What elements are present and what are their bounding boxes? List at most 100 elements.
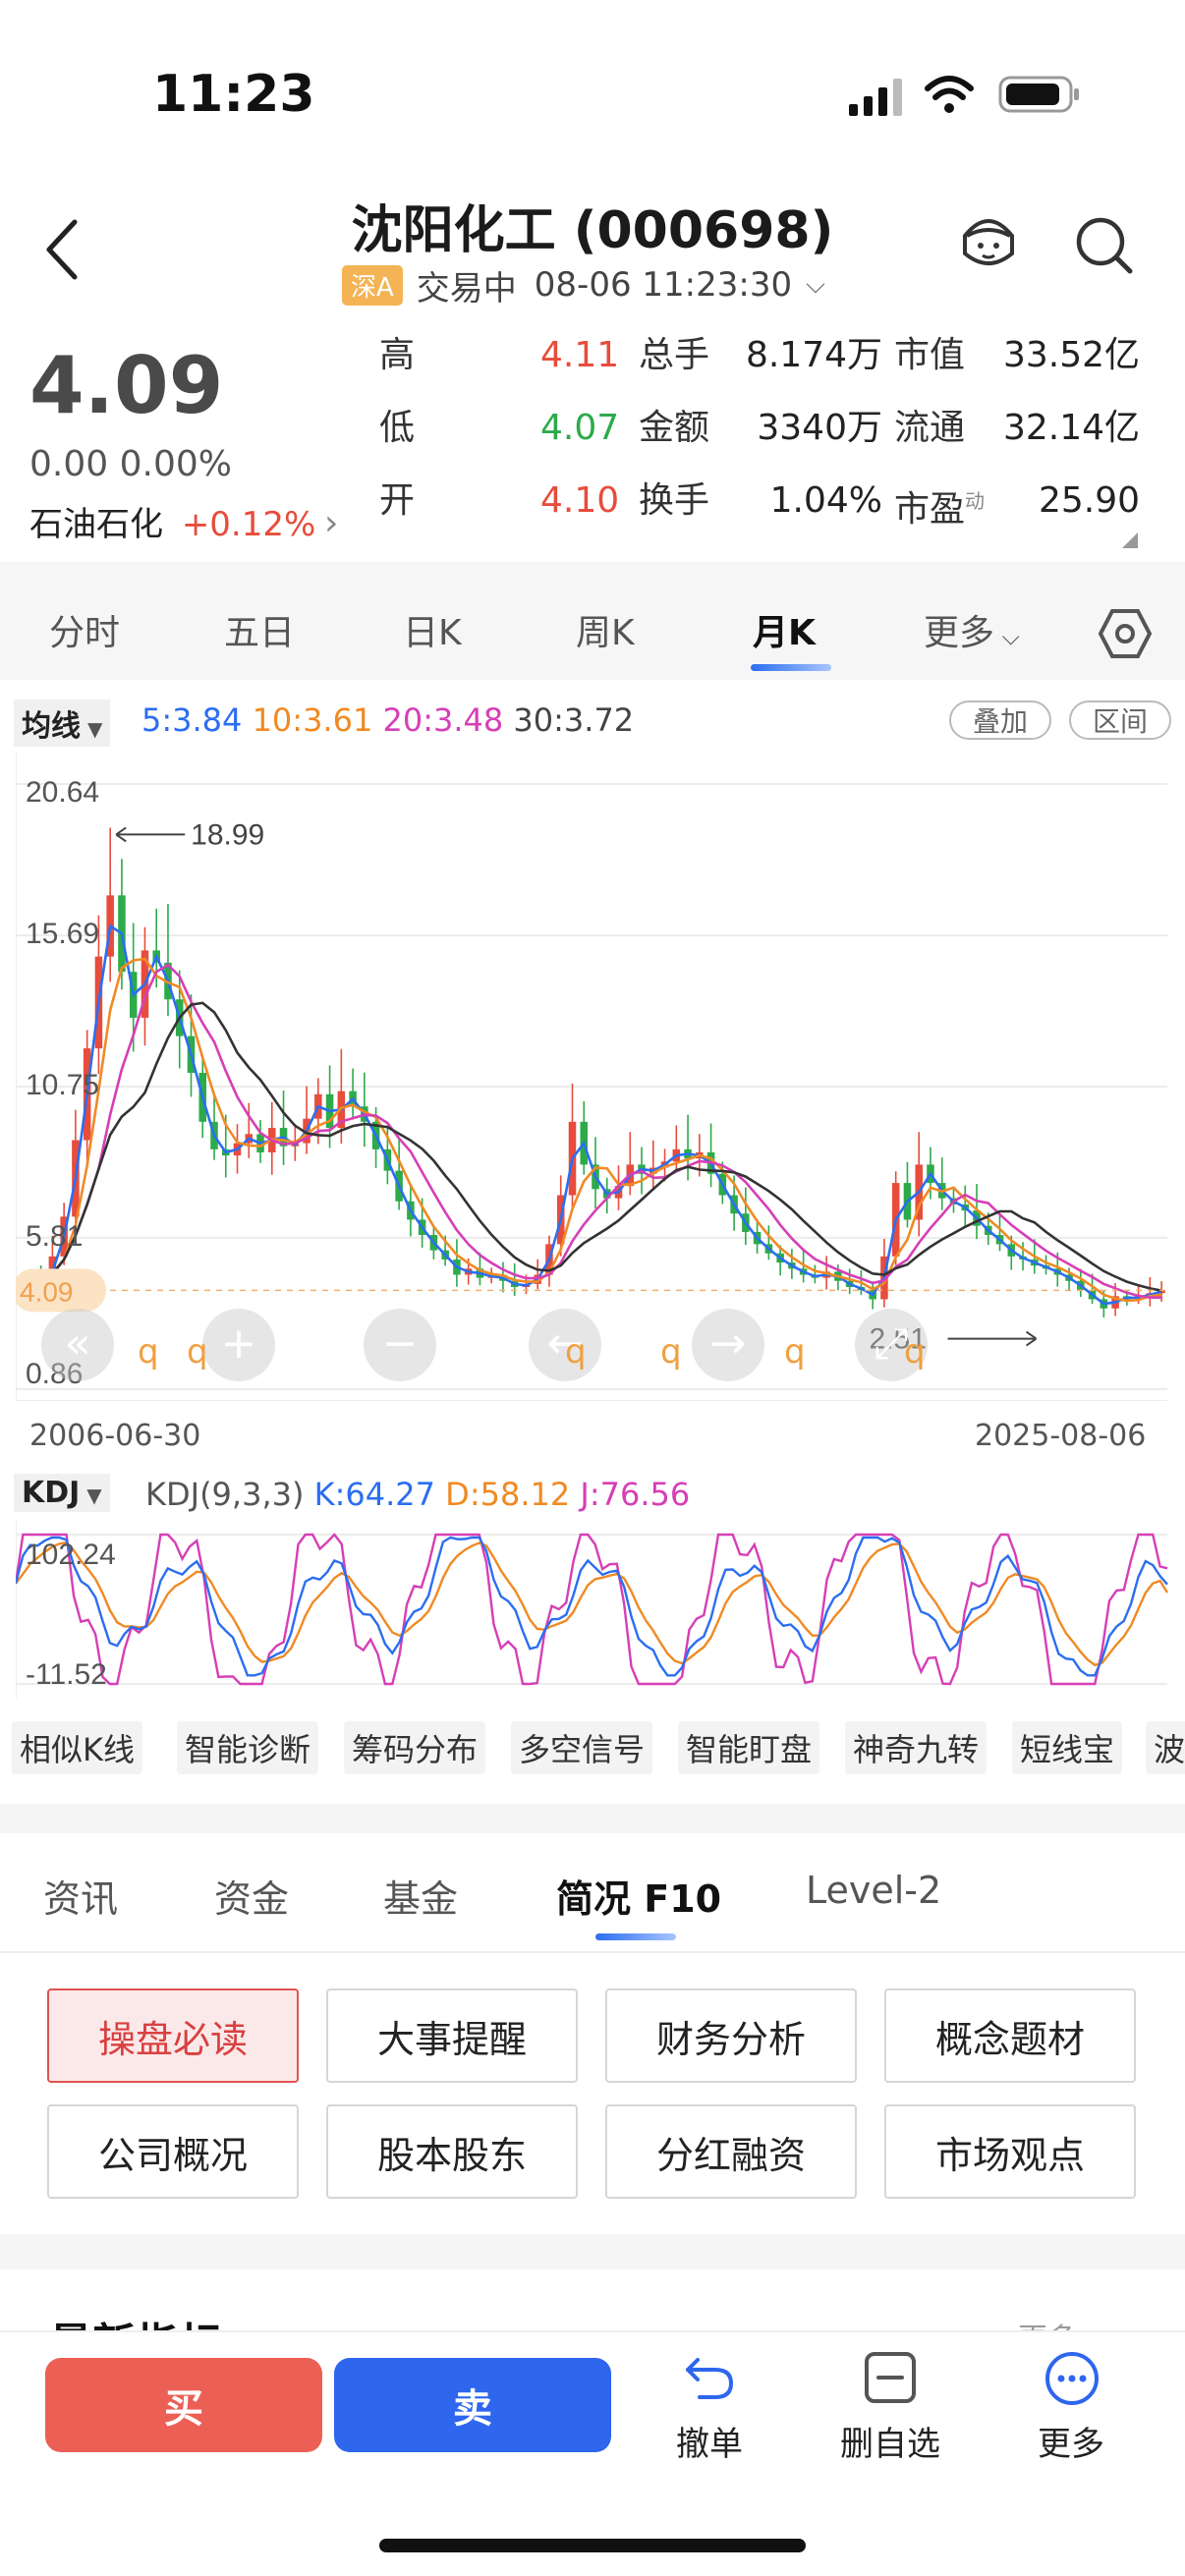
wifi-icon: [924, 73, 975, 116]
y-tick-label: 10.75: [26, 1069, 99, 1101]
tab-label: 日K: [403, 613, 462, 653]
cancel-order-label[interactable]: 撤单: [676, 2425, 743, 2464]
index-name: 石油石化: [29, 505, 163, 544]
candlestick-chart[interactable]: 4.09 20.64 15.69 10.75 5.81 0.86 18.99 2.51: [16, 753, 1185, 1401]
quote-label: 换手: [639, 480, 710, 521]
ma-line-ma20: [28, 963, 1162, 1299]
tool-chip[interactable]: 多空信号: [511, 1721, 653, 1774]
tab-info[interactable]: Level-2: [806, 1869, 942, 1912]
chart-bg: [16, 753, 1175, 1401]
tool-chip[interactable]: 筹码分布: [344, 1721, 486, 1774]
tab2-divider: [0, 1951, 1185, 1953]
index-change: +0.12%: [181, 505, 316, 544]
tool-chip[interactable]: 神奇九转: [845, 1721, 988, 1774]
f10-button[interactable]: 概念题材: [884, 1988, 1136, 2083]
quote-label: 总手: [639, 335, 710, 375]
kdj-d: D:58.12: [445, 1476, 571, 1513]
f10-button[interactable]: 操盘必读: [47, 1988, 299, 2083]
ma-selector[interactable]: 均线 ▼: [14, 700, 111, 747]
zoom-in-icon[interactable]: +: [202, 1309, 275, 1381]
active-tab-indicator: [751, 664, 831, 671]
period-tabs: [0, 562, 1185, 680]
ma20-value: 20:3.48: [382, 701, 504, 739]
buy-button[interactable]: 买: [45, 2358, 322, 2452]
current-price-label: 4.09: [20, 1276, 74, 1307]
quote-label: 高: [379, 335, 416, 375]
quote-label: 市盈动: [894, 479, 985, 532]
tab-info[interactable]: 资讯: [43, 1877, 119, 1921]
kdj-selector[interactable]: KDJ ▼: [14, 1474, 110, 1512]
more-label[interactable]: 更多: [1038, 2425, 1104, 2464]
f10-button[interactable]: 股本股东: [326, 2104, 578, 2199]
tab-info[interactable]: 资金: [214, 1877, 290, 1921]
f10-button[interactable]: 市场观点: [884, 2104, 1136, 2199]
market-badge: 深A: [342, 264, 403, 306]
ma-line-ma5: [28, 924, 1162, 1306]
sell-button[interactable]: 卖: [334, 2358, 611, 2452]
kdj-min-label: -11.52: [26, 1658, 107, 1691]
tool-chip[interactable]: 相似K线: [12, 1721, 142, 1774]
tab2-indicator: [595, 1933, 676, 1940]
arrow-left-icon[interactable]: ←: [529, 1309, 601, 1381]
remove-watchlist-label[interactable]: 删自选: [840, 2425, 940, 2464]
sector-index[interactable]: 石油石化 +0.12%: [29, 497, 315, 545]
tab-period[interactable]: 五日: [224, 604, 295, 655]
home-indicator: [379, 2539, 806, 2552]
kdj-params: KDJ(9,3,3): [145, 1476, 305, 1513]
search-icon[interactable]: [1073, 214, 1136, 277]
arrow-right-icon[interactable]: →: [692, 1309, 764, 1381]
tab-period[interactable]: 日K: [403, 604, 462, 655]
low-marker-arrow: [947, 1330, 1038, 1347]
tab-period[interactable]: 更多 ⌵: [924, 604, 1020, 655]
f10-button[interactable]: 分红融资: [605, 2104, 857, 2199]
signal-marker: q: [660, 1332, 682, 1372]
f10-button[interactable]: 公司概况: [47, 2104, 299, 2199]
tool-chip[interactable]: 波: [1146, 1721, 1185, 1774]
stock-title: 沈阳化工 (000698): [351, 201, 834, 260]
tool-chip[interactable]: 智能诊断: [177, 1721, 319, 1774]
quote-label: 流通: [894, 407, 965, 450]
ma5-value: 5:3.84: [141, 701, 243, 739]
tab-period[interactable]: 分时: [49, 604, 120, 655]
chevron-right-icon[interactable]: ›: [324, 503, 339, 543]
y-tick-label: 20.64: [26, 776, 99, 809]
tool-chip[interactable]: 短线宝: [1012, 1721, 1123, 1774]
quote-label: 市值: [894, 334, 965, 377]
signal-icon: [849, 77, 906, 116]
quote-value: 8.174万: [745, 335, 882, 375]
range-button[interactable]: 区间: [1069, 700, 1171, 740]
kdj-k-line: [16, 1536, 1168, 1677]
status-time: 11:23: [152, 65, 315, 124]
kdj-chart[interactable]: 102.24 -11.52: [16, 1521, 1185, 1698]
back-icon[interactable]: [43, 218, 83, 281]
tool-chip[interactable]: 智能盯盘: [678, 1721, 820, 1774]
remove-watchlist-icon[interactable]: [863, 2350, 918, 2405]
assistant-icon[interactable]: [957, 210, 1020, 273]
tab-info[interactable]: 简况 F10: [556, 1877, 722, 1921]
end-date: 2025-08-06: [975, 1419, 1147, 1453]
kdj-d-line: [16, 1540, 1169, 1667]
zoom-out-icon[interactable]: −: [364, 1309, 436, 1381]
signal-marker: q: [784, 1332, 806, 1372]
kdj-label: KDJ: [22, 1476, 81, 1510]
current-price: 4.09: [29, 340, 224, 431]
tab-label: 五日: [224, 613, 296, 653]
more-icon[interactable]: [1044, 2350, 1100, 2407]
overlay-button[interactable]: 叠加: [949, 700, 1051, 740]
ma-line-ma30: [28, 1001, 1162, 1292]
f10-button[interactable]: 财务分析: [605, 1988, 857, 2083]
current-price-tag: [16, 1268, 106, 1313]
chevron-down-icon[interactable]: ⌵: [806, 269, 825, 300]
price-change: 0.00 0.00%: [29, 444, 232, 484]
tab-period[interactable]: 周K: [576, 604, 635, 655]
expand-corner-icon[interactable]: [1120, 531, 1140, 554]
settings-icon[interactable]: [1098, 607, 1153, 660]
undo-icon[interactable]: [682, 2350, 737, 2405]
kdj-j: J:76.56: [580, 1476, 691, 1513]
tab-period[interactable]: 月K: [753, 604, 816, 655]
rewind-icon[interactable]: «: [41, 1309, 114, 1381]
y-tick-label: 15.69: [26, 918, 99, 950]
tab-info[interactable]: 基金: [383, 1877, 459, 1921]
f10-button[interactable]: 大事提醒: [326, 1988, 578, 2083]
fullscreen-icon[interactable]: ⤢: [855, 1309, 928, 1381]
